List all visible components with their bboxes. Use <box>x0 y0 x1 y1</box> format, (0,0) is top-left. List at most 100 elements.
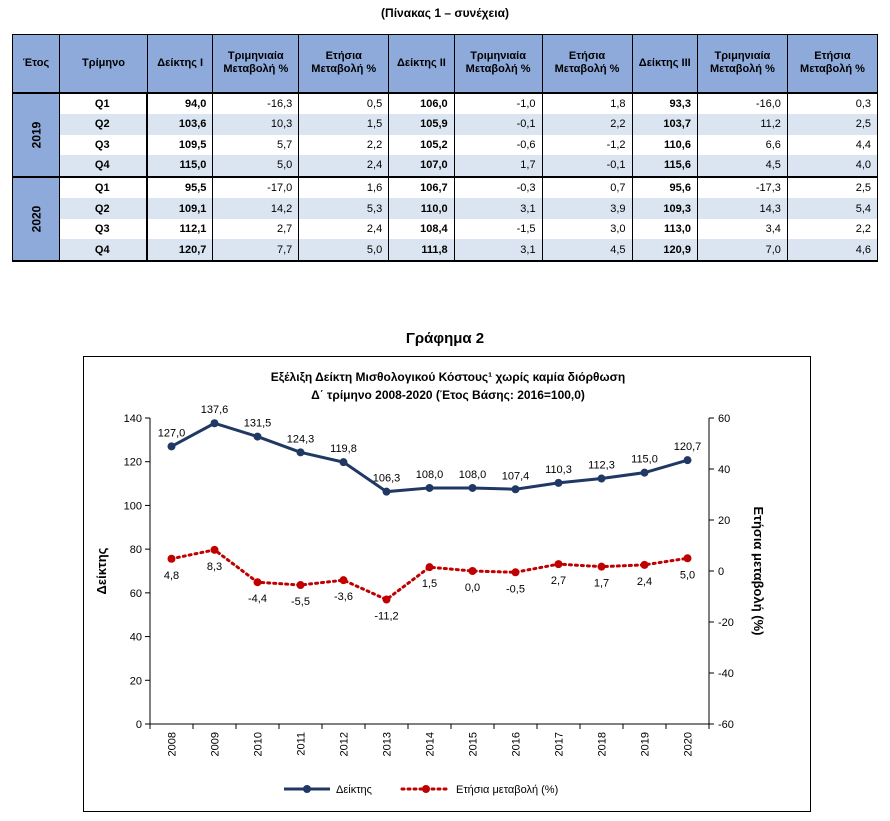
value-cell: 3,1 <box>453 198 543 219</box>
quarter-cell: Q3 <box>59 218 149 240</box>
value-cell: 3,9 <box>541 198 633 219</box>
quarter-cell: Q1 <box>59 91 149 115</box>
data-point-annual-change <box>554 560 563 569</box>
chart-heading: Γράφημα 2 <box>405 330 485 347</box>
y2-tick-label: 0 <box>718 566 724 578</box>
value-cell: 95,6 <box>631 175 698 199</box>
header-index-3: Δείκτης ΙΙΙ <box>631 34 698 93</box>
value-cell: 112,1 <box>146 218 214 240</box>
y-axis-label: Δείκτης <box>94 547 109 594</box>
quarter-cell: Q3 <box>59 134 149 156</box>
data-label-annual-change: 2,7 <box>551 575 566 587</box>
data-point-index <box>253 432 262 441</box>
x-tick-label: 2009 <box>210 732 222 756</box>
quarter-cell: Q2 <box>59 114 149 135</box>
data-label-annual-change: 1,7 <box>594 578 609 590</box>
table-row: Q4 115,0 5,0 2,4 107,0 1,7 -0,1 115,6 4,5 4,0 <box>13 155 879 178</box>
value-cell: 94,0 <box>146 91 214 115</box>
value-cell: 115,0 <box>146 155 214 178</box>
value-cell: 2,2 <box>786 218 879 240</box>
value-cell: 108,4 <box>388 218 455 240</box>
x-tick-label: 2015 <box>468 732 480 756</box>
legend-label-index: Δείκτης <box>336 784 372 796</box>
value-cell: 1,7 <box>453 155 543 178</box>
value-cell: 5,3 <box>298 198 390 219</box>
data-label-index: 107,4 <box>502 470 530 482</box>
value-cell: 2,4 <box>298 155 390 178</box>
data-point-annual-change <box>253 578 262 587</box>
value-cell: 107,0 <box>388 155 455 178</box>
data-point-annual-change <box>683 554 692 563</box>
value-cell: 2,7 <box>212 218 300 240</box>
table-row: Q2 103,6 10,3 1,5 105,9 -0,1 2,2 103,7 11,2 2,5 <box>13 114 879 135</box>
value-cell: 10,3 <box>212 114 300 135</box>
value-cell: 2,5 <box>786 114 879 135</box>
header-index-2: Δείκτης ΙΙ <box>388 34 455 93</box>
value-cell: 120,9 <box>631 239 698 262</box>
value-cell: 2,2 <box>541 114 633 135</box>
data-point-index <box>296 448 305 457</box>
value-cell: 5,0 <box>212 155 300 178</box>
data-label-annual-change: 0,0 <box>465 582 480 594</box>
value-cell: 4,6 <box>786 239 879 262</box>
value-cell: 3,1 <box>453 239 543 262</box>
data-label-index: 120,7 <box>674 441 702 453</box>
data-label-annual-change: 2,4 <box>637 576 652 588</box>
x-tick-label: 2013 <box>382 732 394 756</box>
value-cell: 0,7 <box>541 175 633 199</box>
data-point-index <box>210 419 219 428</box>
value-cell: 5,0 <box>298 239 390 262</box>
y2-tick-label: -60 <box>718 719 734 731</box>
value-cell: 109,5 <box>146 134 214 156</box>
y2-tick-label: -40 <box>718 668 734 680</box>
header-annual-change-2: Ετήσια Μεταβολή % <box>541 34 633 93</box>
table-row: 2020 Q1 95,5 -17,0 1,6 106,7 -0,3 0,7 95,6 -17,3 2… <box>11 175 879 263</box>
y-tick-label: 100 <box>124 500 142 512</box>
table-row: Q4 120,7 7,7 5,0 111,8 3,1 4,5 120,9 7,0 4,6 <box>13 239 879 262</box>
value-cell: 0,3 <box>786 91 879 115</box>
data-point-annual-change <box>640 560 649 569</box>
value-cell: 5,7 <box>212 134 300 156</box>
table-row: Q3 109,5 5,7 2,2 105,2 -0,6 -1,2 110,6 6,6 4,4 <box>13 134 879 156</box>
value-cell: 4,0 <box>786 155 879 178</box>
value-cell: -0,6 <box>453 134 543 156</box>
x-tick-label: 2016 <box>511 732 523 756</box>
table-caption: (Πίνακας 1 – συνέχεια) <box>381 6 509 20</box>
y2-tick-label: 60 <box>718 413 730 425</box>
data-label-index: 137,6 <box>201 404 229 416</box>
table-row: Q3 112,1 2,7 2,4 108,4 -1,5 3,0 113,0 3,4 2,2 <box>13 218 879 240</box>
value-cell: 0,5 <box>298 91 390 115</box>
series-line-index <box>170 421 688 494</box>
value-cell: 3,0 <box>541 218 633 240</box>
value-cell: -17,3 <box>696 175 788 199</box>
value-cell: -0,3 <box>453 175 543 199</box>
data-label-index: 119,8 <box>330 443 357 455</box>
value-cell: 106,7 <box>388 175 455 199</box>
data-point-index <box>683 456 692 465</box>
value-cell: 1,8 <box>541 91 633 115</box>
header-annual-change-3: Ετήσια Μεταβολή % <box>786 34 879 93</box>
y2-tick-label: 20 <box>718 515 730 527</box>
y-tick-label: 140 <box>124 413 142 425</box>
header-index-1: Δείκτης Ι <box>146 34 214 93</box>
table-row: Q2 109,1 14,2 5,3 110,0 3,1 3,9 109,3 14,3 5,4 <box>13 198 879 219</box>
value-cell: 2,4 <box>298 218 390 240</box>
data-label-annual-change: 8,3 <box>207 561 222 573</box>
legend-marker-index <box>303 785 311 793</box>
value-cell: 7,0 <box>696 239 788 262</box>
value-cell: 120,7 <box>146 239 214 262</box>
value-cell: 1,6 <box>298 175 390 199</box>
value-cell: 14,2 <box>212 198 300 219</box>
x-tick-label: 2008 <box>167 732 179 756</box>
header-year: Έτος <box>11 34 61 93</box>
quarter-cell: Q4 <box>59 155 149 178</box>
data-label-index: 110,3 <box>545 464 572 476</box>
x-tick-label: 2018 <box>597 732 609 756</box>
value-cell: 110,6 <box>631 134 698 156</box>
data-point-index <box>511 485 520 494</box>
data-label-annual-change: -0,5 <box>506 583 525 595</box>
quarter-cell: Q2 <box>59 198 149 219</box>
index-table: Έτος Τρίμηνο Δείκτης Ι Τριμηνιαία Μεταβο… <box>11 34 879 263</box>
x-tick-label: 2014 <box>425 732 437 756</box>
value-cell: -0,1 <box>453 114 543 135</box>
